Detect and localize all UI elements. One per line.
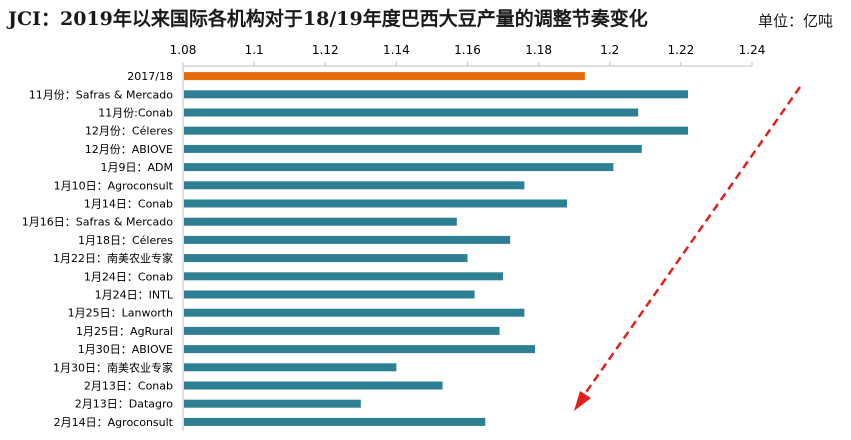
bar xyxy=(184,290,475,299)
bar xyxy=(184,90,688,99)
x-tick-label: 1.14 xyxy=(383,43,410,57)
bar xyxy=(184,199,568,208)
category-labels: 2017/18 11月份：Safras & Mercado 11月份:Conab 12… xyxy=(22,70,174,429)
x-tick-label: 1.2 xyxy=(600,43,619,57)
category-label: 12月份：Céleres xyxy=(85,125,173,138)
category-label: 11月份:Conab xyxy=(98,107,173,120)
category-label: 1月22日：南美农业专家 xyxy=(53,251,173,265)
category-label: 1月25日：AgRural xyxy=(76,325,173,338)
bar xyxy=(184,144,642,153)
x-tick-label: 1.16 xyxy=(454,43,481,57)
x-tick-label: 1.22 xyxy=(668,43,695,57)
x-tick-label: 1.18 xyxy=(525,43,552,57)
category-label: 2月14日：Agroconsult xyxy=(54,416,174,429)
category-label: 1月16日：Safras & Mercado xyxy=(22,216,173,229)
category-label: 1月24日：INTL xyxy=(95,289,174,302)
bar xyxy=(184,163,614,172)
bar xyxy=(184,308,525,317)
bar xyxy=(184,217,457,226)
category-label: 12月份：ABIOVE xyxy=(85,143,173,156)
category-label: 1月24日：Conab xyxy=(84,270,173,283)
bar xyxy=(184,363,397,372)
category-label: 1月9日：ADM xyxy=(101,161,173,174)
bar xyxy=(184,235,511,244)
bar xyxy=(184,181,525,190)
bar xyxy=(184,417,486,426)
x-tick-label: 1.1 xyxy=(245,43,264,57)
bar xyxy=(184,345,536,354)
bar xyxy=(184,108,639,117)
bars xyxy=(184,72,688,426)
category-label: 1月30日：南美农业专家 xyxy=(53,360,173,374)
trend-arrow-line xyxy=(580,86,802,399)
bar-highlight xyxy=(184,72,585,81)
category-label: 1月10日：Agroconsult xyxy=(54,179,174,192)
category-label: 1月25日：Lanworth xyxy=(68,307,173,320)
category-label: 1月18日：Céleres xyxy=(78,234,173,247)
x-tick-label: 1.24 xyxy=(739,43,766,57)
bar xyxy=(184,381,443,390)
category-label: 2月13日：Datagro xyxy=(75,398,174,411)
unit-label: 单位：亿吨 xyxy=(758,12,834,30)
trend-arrow-head xyxy=(574,391,591,411)
trend-arrow xyxy=(574,86,802,411)
category-label: 1月14日：Conab xyxy=(84,198,173,211)
bar xyxy=(184,399,361,408)
x-tick-label: 1.08 xyxy=(170,43,197,57)
category-label: 2月13日：Conab xyxy=(84,380,173,393)
category-label: 2017/18 xyxy=(127,70,173,83)
category-label: 11月份：Safras & Mercado xyxy=(29,88,173,101)
x-axis: 1.08 1.1 1.12 1.14 1.16 1.18 1.2 1.22 1.24 xyxy=(170,43,766,431)
chart-title: JCI：2019年以来国际各机构对于18/19年度巴西大豆产量的调整节奏变化 xyxy=(8,8,648,30)
bar xyxy=(184,272,504,281)
bar xyxy=(184,254,468,263)
bar xyxy=(184,326,500,335)
bar xyxy=(184,126,688,135)
x-tick-label: 1.12 xyxy=(312,43,339,57)
category-label: 1月30日：ABIOVE xyxy=(78,343,173,356)
